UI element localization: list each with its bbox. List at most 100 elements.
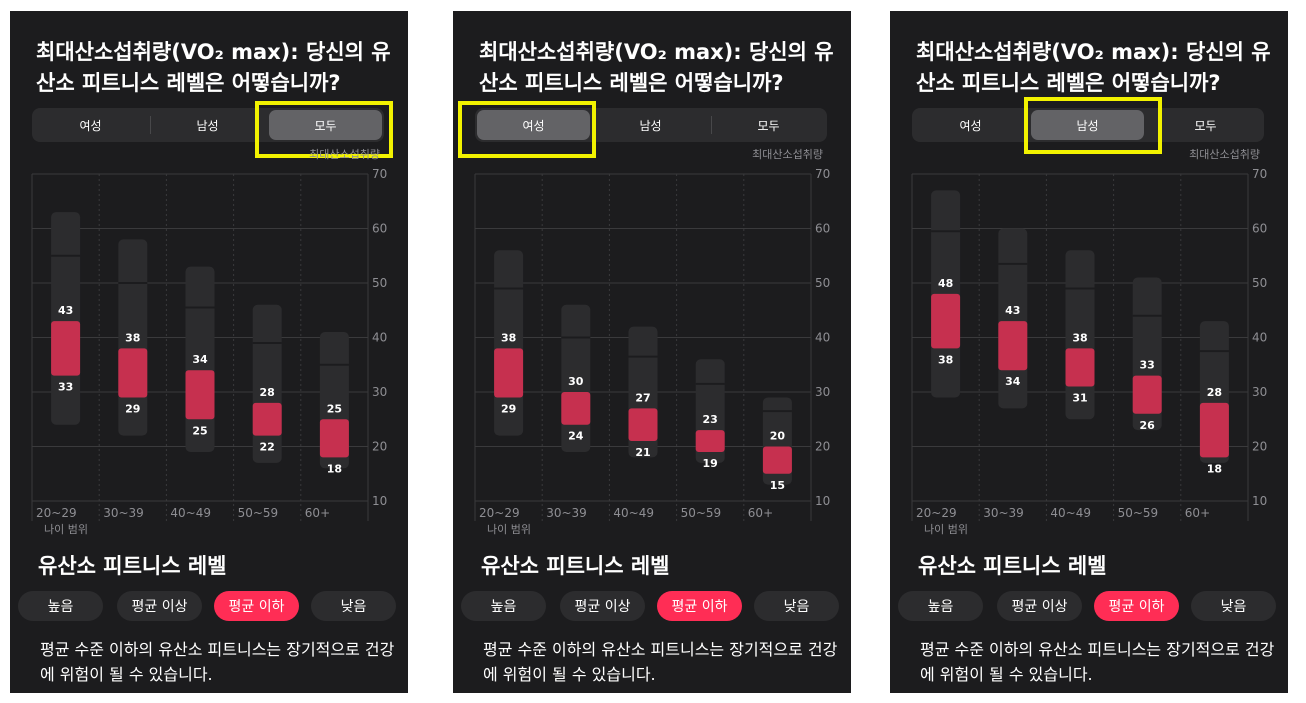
x-tick-label: 40~49 (613, 506, 654, 520)
highlight-bar (628, 408, 658, 442)
pill-above-average[interactable]: 평균 이상 (117, 591, 202, 621)
tab-male[interactable]: 남성 (1031, 110, 1144, 140)
level-pills: 높음 평균 이상 평균 이하 낮음 (898, 591, 1282, 621)
x-axis-label: 나이 범위 (924, 523, 968, 536)
y-tick-label: 40 (372, 331, 387, 345)
pill-below-average[interactable]: 평균 이하 (1094, 591, 1179, 621)
pill-high[interactable]: 높음 (898, 591, 983, 621)
data-label-high: 38 (501, 331, 516, 344)
x-tick-label: 40~49 (170, 506, 211, 520)
pill-high[interactable]: 높음 (461, 591, 546, 621)
tab-all[interactable]: 모두 (757, 118, 780, 133)
level-pills: 높음 평균 이상 평균 이하 낮음 (461, 591, 845, 621)
section-title: 유산소 피트니스 레벨 (481, 554, 670, 578)
y-tick-label: 70 (1252, 167, 1267, 181)
pill-low[interactable]: 낮음 (311, 591, 396, 621)
page-title: 최대산소섭취량(VO₂ max): 당신의 유산소 피트니스 레벨은 어떻습니까… (916, 40, 1271, 95)
x-tick-label: 30~39 (983, 506, 1024, 520)
section-title: 유산소 피트니스 레벨 (38, 554, 227, 578)
y-tick-label: 60 (372, 222, 387, 236)
segment-divider (150, 116, 151, 134)
y-tick-label: 50 (815, 276, 830, 290)
x-tick-label: 30~39 (103, 506, 144, 520)
tab-all[interactable]: 모두 (1194, 118, 1217, 133)
y-tick-label: 70 (372, 167, 387, 181)
level-description: 평균 수준 이하의 유산소 피트니스는 장기적으로 건강에 위험이 될 수 있습… (483, 640, 838, 684)
tab-female[interactable]: 여성 (477, 110, 590, 140)
data-label-low: 38 (938, 353, 953, 366)
highlight-box (1024, 97, 1162, 154)
data-label-low: 26 (1140, 419, 1156, 432)
highlight-bar (252, 402, 282, 436)
y-tick-label: 10 (815, 494, 830, 508)
data-label-high: 25 (327, 402, 342, 415)
pill-low[interactable]: 낮음 (1191, 591, 1276, 621)
section-title: 유산소 피트니스 레벨 (918, 554, 1107, 578)
y-tick-label: 20 (815, 440, 830, 454)
y-tick-label: 40 (1252, 331, 1267, 345)
x-tick-label: 50~59 (1118, 506, 1159, 520)
highlight-bar (762, 446, 792, 474)
tab-all[interactable]: 모두 (269, 110, 382, 140)
tab-male[interactable]: 남성 (639, 118, 662, 133)
highlight-bar (185, 370, 215, 420)
data-label-high: 23 (703, 413, 718, 426)
highlight-box (458, 101, 596, 158)
x-tick-label: 20~29 (36, 506, 77, 520)
x-tick-label: 60+ (748, 506, 773, 520)
tab-female[interactable]: 여성 (959, 118, 982, 133)
pill-below-average[interactable]: 평균 이하 (214, 591, 299, 621)
x-tick-label: 20~29 (479, 506, 520, 520)
y-tick-label: 20 (1252, 440, 1267, 454)
pill-high[interactable]: 높음 (18, 591, 103, 621)
y-tick-label: 20 (372, 440, 387, 454)
range-bar (252, 304, 282, 463)
y-tick-label: 40 (815, 331, 830, 345)
data-label-low: 19 (703, 457, 718, 470)
highlight-bar (998, 321, 1028, 371)
data-label-high: 43 (1005, 304, 1020, 317)
data-label-low: 24 (568, 430, 584, 443)
page-title: 최대산소섭취량(VO₂ max): 당신의 유산소 피트니스 레벨은 어떻습니까… (36, 40, 391, 95)
data-label-low: 29 (125, 402, 140, 415)
pill-above-average[interactable]: 평균 이상 (997, 591, 1082, 621)
tab-male[interactable]: 남성 (196, 118, 219, 133)
data-label-high: 30 (568, 375, 584, 388)
gender-segmented-control: 여성 남성 모두 (912, 108, 1264, 142)
y-tick-label: 10 (1252, 494, 1267, 508)
y-tick-label: 50 (372, 276, 387, 290)
y-tick-label: 30 (372, 385, 387, 399)
x-tick-label: 60+ (305, 506, 330, 520)
y-tick-label: 70 (815, 167, 830, 181)
highlight-bar (695, 430, 725, 452)
tab-female[interactable]: 여성 (79, 118, 102, 133)
pill-low[interactable]: 낮음 (754, 591, 839, 621)
x-axis-label: 나이 범위 (487, 523, 531, 536)
data-label-high: 48 (938, 277, 953, 290)
data-label-high: 34 (192, 353, 208, 366)
data-label-low: 29 (501, 402, 516, 415)
data-label-high: 27 (635, 391, 650, 404)
highlight-bar (494, 348, 524, 398)
highlight-bar (118, 348, 148, 398)
level-pills: 높음 평균 이상 평균 이하 낮음 (18, 591, 402, 621)
y-tick-label: 50 (1252, 276, 1267, 290)
data-label-low: 18 (1207, 462, 1222, 475)
x-tick-label: 20~29 (916, 506, 957, 520)
data-label-low: 15 (770, 479, 785, 492)
vo2max-chart: 70 60 50 40 30 20 10 48 38 20~29 43 34 30~39 38 31 40~4… (911, 167, 1267, 536)
y-tick-label: 10 (372, 494, 387, 508)
x-tick-label: 50~59 (238, 506, 279, 520)
data-label-high: 28 (1207, 386, 1222, 399)
data-label-high: 43 (58, 304, 73, 317)
level-description: 평균 수준 이하의 유산소 피트니스는 장기적으로 건강에 위험이 될 수 있습… (40, 640, 395, 684)
vo2max-chart: 70 60 50 40 30 20 10 43 33 20~29 38 29 30~39 34 25 40~4… (31, 167, 387, 536)
pill-above-average[interactable]: 평균 이상 (560, 591, 645, 621)
data-label-low: 34 (1005, 375, 1021, 388)
screen-panel-all: 최대산소섭취량(VO₂ max): 당신의 유산소 피트니스 레벨은 어떻습니까… (10, 11, 408, 693)
data-label-high: 38 (125, 331, 140, 344)
y-axis-title: 최대산소섭취량 (752, 148, 823, 161)
y-tick-label: 30 (815, 385, 830, 399)
pill-below-average[interactable]: 평균 이하 (657, 591, 742, 621)
highlight-bar (1065, 348, 1095, 387)
